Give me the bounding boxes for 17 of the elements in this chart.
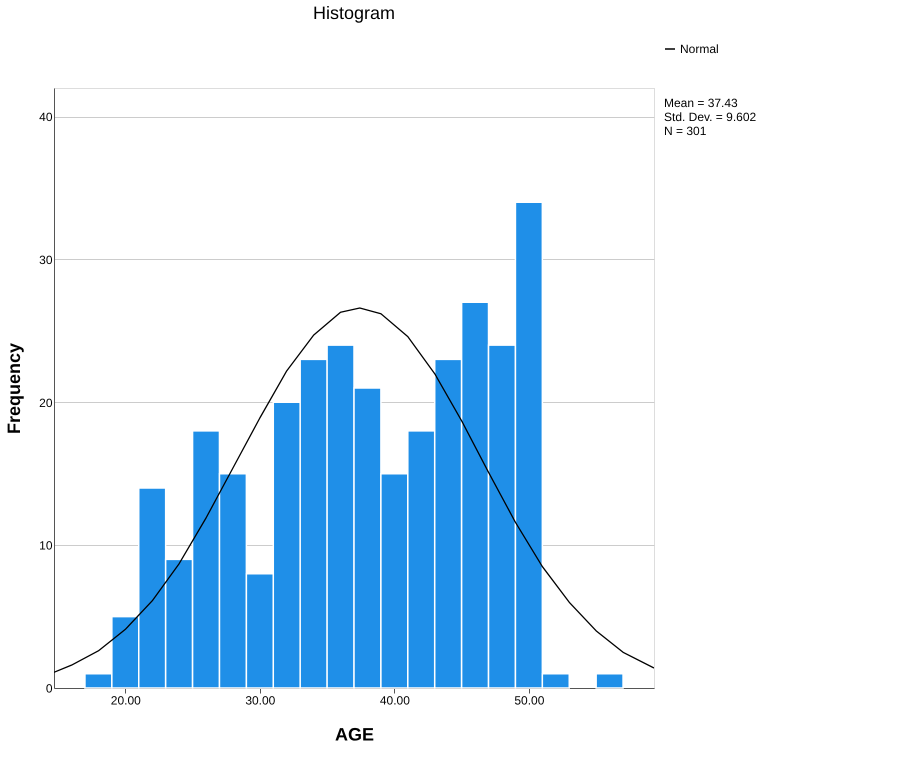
y-tick-label: 0	[46, 682, 53, 696]
text: Std. Dev. = 9.602	[664, 110, 756, 124]
line-series	[54, 307, 654, 673]
y-tick-label: 30	[39, 252, 53, 267]
y-tick-label: 20	[39, 396, 53, 410]
text: N = 301	[664, 124, 707, 138]
x-axis-title: AGE	[334, 724, 374, 744]
chart-title: Histogram	[312, 3, 396, 23]
x-tick-label: 50.00	[514, 694, 545, 708]
x-tick-label: 30.00	[245, 694, 276, 708]
y-tick-label: 40	[39, 110, 53, 124]
x-tick-label: 20.00	[110, 694, 142, 708]
text: Mean = 37.43	[664, 96, 738, 110]
y-tick-label: 10	[39, 538, 53, 553]
legend-label: Normal	[680, 42, 719, 56]
y-axis-title: Frequency	[4, 342, 24, 434]
x-tick-label: 40.00	[380, 694, 410, 708]
